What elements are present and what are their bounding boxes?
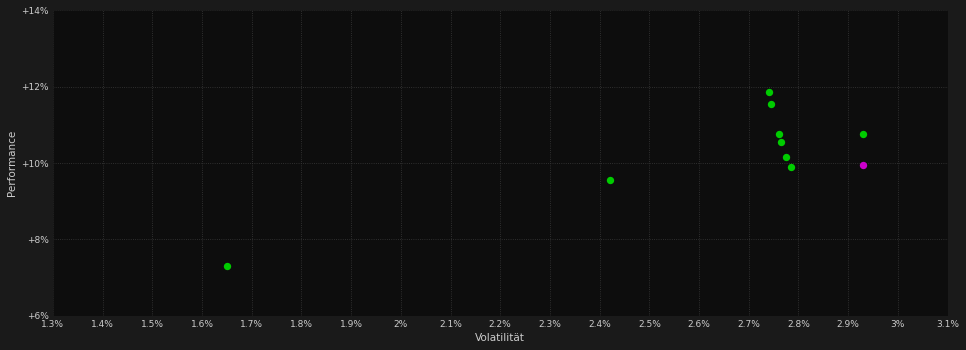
Point xyxy=(783,164,799,170)
Point xyxy=(761,90,777,95)
Point xyxy=(779,155,794,160)
Point xyxy=(219,263,235,269)
Y-axis label: Performance: Performance xyxy=(7,130,17,196)
Point xyxy=(602,177,617,183)
Point xyxy=(855,132,870,137)
Point xyxy=(855,162,870,168)
Point xyxy=(771,132,786,137)
X-axis label: Volatilität: Volatilität xyxy=(475,333,526,343)
Point xyxy=(774,139,789,145)
Point xyxy=(763,101,779,107)
